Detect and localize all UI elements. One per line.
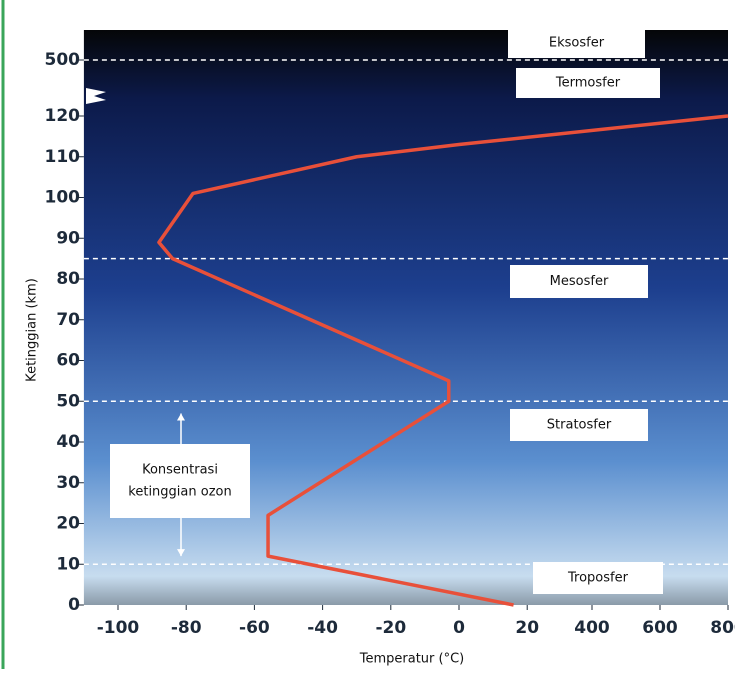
layer-box bbox=[510, 409, 648, 441]
x-tick-label: -60 bbox=[239, 618, 270, 638]
ozone-label: Konsentrasi bbox=[142, 463, 218, 478]
y-tick-label: 30 bbox=[56, 473, 80, 493]
layer-label: Troposfer bbox=[567, 571, 629, 586]
y-tick-label: 0 bbox=[68, 595, 80, 615]
y-tick-label: 70 bbox=[56, 310, 80, 330]
y-tick-label: 80 bbox=[56, 269, 80, 289]
y-tick-label: 110 bbox=[45, 147, 81, 167]
y-axis-label: Ketinggian (km) bbox=[25, 278, 40, 382]
layer-box bbox=[510, 265, 648, 298]
y-tick-label: 100 bbox=[45, 188, 81, 208]
layer-box bbox=[533, 562, 663, 594]
layer-label: Mesosfer bbox=[550, 274, 609, 289]
x-tick-label: 800 bbox=[710, 618, 735, 638]
x-tick-label: 400 bbox=[574, 618, 610, 638]
layer-label: Stratosfer bbox=[547, 418, 612, 433]
ozone-label: ketinggian ozon bbox=[128, 485, 231, 500]
y-tick-label: 10 bbox=[56, 554, 80, 574]
x-tick-label: 600 bbox=[642, 618, 678, 638]
x-tick-label: -100 bbox=[97, 618, 140, 638]
y-tick-label: 20 bbox=[56, 514, 80, 534]
y-tick-label: 120 bbox=[45, 106, 81, 126]
x-tick-label: -20 bbox=[375, 618, 406, 638]
layer-box bbox=[508, 28, 645, 58]
layer-box bbox=[516, 68, 660, 98]
arrow-head bbox=[177, 549, 185, 557]
y-tick-label: 40 bbox=[56, 432, 80, 452]
y-tick-label: 50 bbox=[56, 391, 80, 411]
x-tick-label: -80 bbox=[171, 618, 202, 638]
layer-label: Eksosfer bbox=[549, 36, 605, 51]
y-tick-label: 500 bbox=[45, 50, 81, 70]
y-tick-label: 90 bbox=[56, 228, 80, 248]
x-tick-label: 0 bbox=[453, 618, 465, 638]
x-tick-label: -40 bbox=[307, 618, 338, 638]
x-tick-label: 20 bbox=[515, 618, 539, 638]
xlabel-box bbox=[312, 648, 497, 670]
layer-label: Termosfer bbox=[555, 76, 621, 91]
arrow-head bbox=[177, 413, 185, 421]
y-tick-label: 60 bbox=[56, 351, 80, 371]
temperature-line bbox=[157, 114, 729, 607]
x-axis-label: Temperatur (°C) bbox=[359, 652, 465, 667]
ozone-box bbox=[110, 444, 250, 518]
axis-break bbox=[86, 88, 106, 104]
